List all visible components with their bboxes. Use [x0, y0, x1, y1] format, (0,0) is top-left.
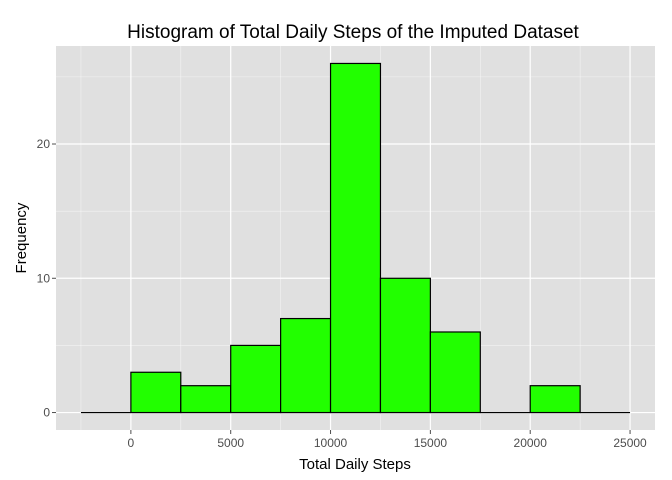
y-tick-label: 10 [37, 271, 51, 285]
y-axis-ticks: 0 10 20 [37, 137, 56, 420]
y-tick-label: 20 [37, 137, 51, 151]
histogram-bars [80, 62, 631, 414]
x-tick-label: 10000 [314, 436, 348, 450]
histogram-bar [429, 331, 481, 414]
x-tick-label: 5000 [217, 436, 244, 450]
y-axis-title: Frequency [13, 202, 30, 273]
chart-title: Histogram of Total Daily Steps of the Im… [127, 22, 579, 43]
histogram-bar [230, 344, 282, 414]
histogram-bar [379, 277, 431, 414]
x-tick-label: 25000 [613, 436, 647, 450]
histogram-bar [180, 385, 232, 414]
histogram-bar [329, 62, 382, 414]
y-tick-label: 0 [43, 406, 50, 420]
x-tick-label: 0 [128, 436, 135, 450]
histogram-bar [280, 317, 332, 414]
histogram-bar [130, 371, 182, 414]
x-axis-ticks: 0 5000 10000 15000 20000 25000 [128, 430, 647, 450]
histogram-bar [529, 385, 581, 414]
x-tick-label: 15000 [414, 436, 448, 450]
x-tick-label: 20000 [514, 436, 548, 450]
x-axis-title: Total Daily Steps [299, 456, 411, 473]
